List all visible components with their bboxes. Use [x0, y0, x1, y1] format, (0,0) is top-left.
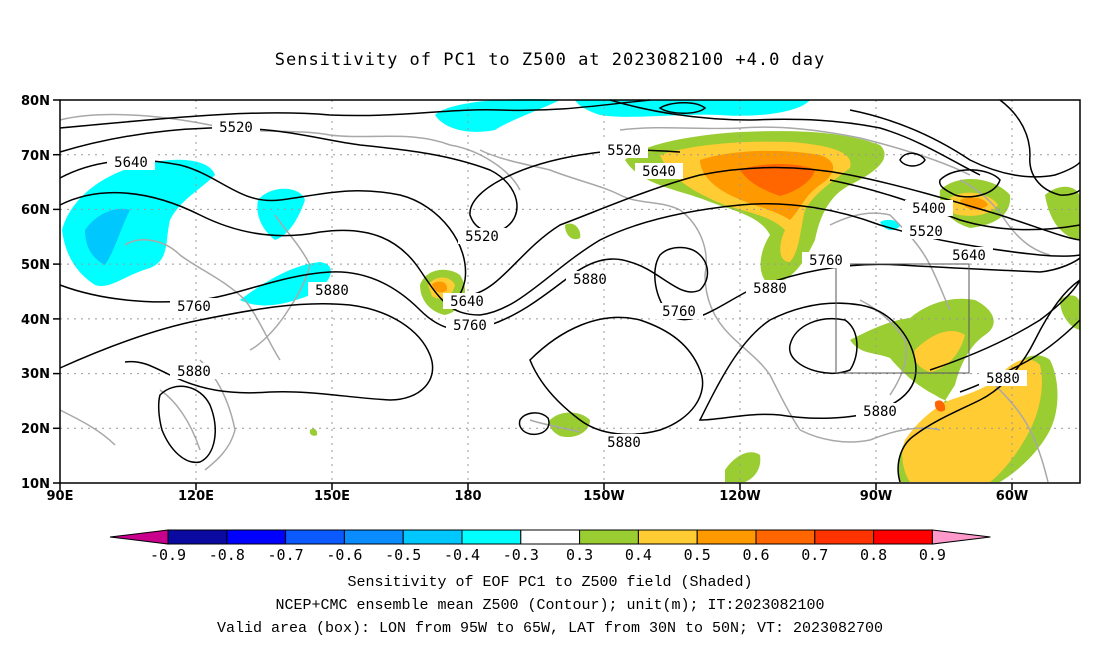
colorbar-label: -0.5 [385, 546, 421, 564]
lon-label: 60W [996, 489, 1028, 504]
contour-label: 5520 [909, 224, 943, 240]
positive-shading [960, 197, 988, 210]
positive-shading [565, 223, 581, 240]
colorbar-segment [461, 529, 522, 545]
contour-label: 5880 [986, 371, 1020, 387]
colorbar-label: -0.9 [150, 546, 186, 564]
colorbar-label: 0.5 [684, 546, 711, 564]
colorbar-segment [873, 529, 933, 545]
positive-shading [432, 281, 448, 293]
contour-label: 5880 [863, 404, 897, 420]
colorbar-segment [755, 529, 816, 545]
contour-label: 5880 [573, 272, 607, 288]
colorbar-label: 0.3 [566, 546, 593, 564]
lat-label: 30N [21, 367, 50, 382]
contour-label: 5640 [114, 155, 148, 171]
caption-valid-area: Valid area (box): LON from 95W to 65W, L… [216, 620, 884, 637]
colorbar-label: 0.6 [742, 546, 769, 564]
caption-contour: NCEP+CMC ensemble mean Z500 (Contour); u… [275, 597, 825, 614]
negative-shading [85, 208, 130, 265]
negative-shading [880, 219, 900, 231]
contour-label: 5760 [177, 299, 211, 315]
lat-label: 40N [21, 313, 50, 328]
contour-label: 5520 [219, 120, 253, 136]
positive-shading [309, 428, 318, 436]
lat-label: 50N [21, 258, 50, 273]
colorbar-segment [285, 529, 345, 545]
map-frame [59, 99, 1081, 484]
colorbar-label: 0.7 [801, 546, 828, 564]
lat-label: 70N [21, 149, 50, 164]
lat-label: 60N [21, 203, 50, 218]
lon-label: 90E [47, 489, 74, 504]
colorbar-segment [696, 529, 757, 545]
colorbar-label: 0.8 [860, 546, 887, 564]
coastlines [59, 113, 1051, 483]
positive-shading [934, 400, 946, 412]
contour-label: 5880 [607, 435, 641, 451]
contour-labels: 5520 5520 5520 5520 5640 5640 5640 5640 … [107, 119, 1027, 451]
negative-shading [257, 188, 305, 240]
colorbar-segment [343, 529, 404, 545]
colorbar-label: -0.4 [444, 546, 480, 564]
contour-label: 5760 [662, 304, 696, 320]
positive-shading [740, 164, 815, 196]
lat-label: 20N [21, 422, 50, 437]
colorbar-label: -0.3 [503, 546, 539, 564]
z500-contours [59, 99, 1081, 483]
colorbar-label: -0.6 [326, 546, 362, 564]
contour-label: 5760 [453, 318, 487, 334]
contour-label: 5520 [607, 143, 641, 159]
contour-label: 5880 [177, 364, 211, 380]
positive-shading [902, 359, 1042, 482]
lon-label: 120W [719, 489, 760, 504]
colorbar-segment [402, 529, 463, 545]
lat-label: 10N [21, 477, 50, 492]
contour-label: 5400 [912, 201, 946, 217]
colorbar-label: -0.8 [209, 546, 245, 564]
lon-label: 90W [860, 489, 892, 504]
negative-shading [62, 159, 215, 287]
lon-label: 150W [583, 489, 624, 504]
contour-label: 5640 [642, 164, 676, 180]
positive-shading [914, 330, 965, 372]
colorbar-segment [579, 529, 639, 545]
colorbar-arrow-high [931, 529, 991, 545]
contour-label: 5880 [753, 281, 787, 297]
latitude-labels: 80N 70N 60N 50N 40N 30N 20N 10N [21, 94, 50, 492]
colorbar-label: 0.4 [625, 546, 652, 564]
colorbar-label: 0.9 [919, 546, 946, 564]
grid-lines [60, 100, 1080, 483]
map-title: Sensitivity of PC1 to Z500 at 2023082100… [274, 50, 826, 70]
contour-label: 5760 [809, 253, 843, 269]
longitude-labels: 90E 120E 150E 180 150W 120W 90W 60W [47, 489, 1029, 504]
colorbar-segment [520, 529, 581, 545]
colorbar-label: -0.7 [268, 546, 304, 564]
positive-shading [1060, 295, 1080, 330]
negative-shading [575, 100, 810, 117]
positive-shading [549, 412, 590, 438]
contour-label: 5640 [952, 248, 986, 264]
caption-shaded: Sensitivity of EOF PC1 to Z500 field (Sh… [347, 574, 753, 591]
colorbar-segment [637, 529, 698, 545]
lon-label: 150E [314, 489, 350, 504]
positive-shading [725, 452, 761, 482]
contour-label: 5880 [315, 283, 349, 299]
lat-label: 80N [21, 94, 50, 109]
lon-label: 180 [454, 489, 481, 504]
axis-ticks [53, 99, 1013, 490]
contour-label: 5640 [450, 294, 484, 310]
colorbar-segment [814, 529, 875, 545]
colorbar-arrow-low [109, 529, 169, 545]
colorbar-segment [167, 529, 228, 545]
colorbar-segment [226, 529, 287, 545]
lon-label: 120E [178, 489, 214, 504]
colorbar: -0.9 -0.8 -0.7 -0.6 -0.5 -0.4 -0.3 0.3 0.4 0.5 0.6… [109, 529, 991, 564]
negative-shading [435, 98, 560, 132]
valid-area-box [835, 263, 970, 374]
contour-label: 5520 [465, 229, 499, 245]
